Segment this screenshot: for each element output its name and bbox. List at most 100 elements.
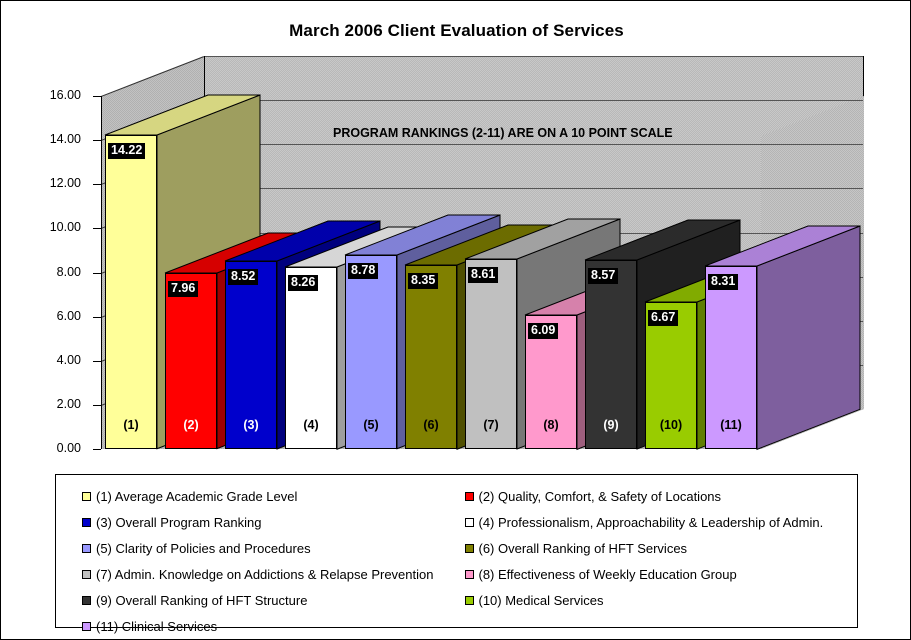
y-axis-label: 2.00 xyxy=(56,396,81,411)
y-axis-label: 12.00 xyxy=(49,176,81,191)
bar-column[interactable]: 7.96 (2) xyxy=(164,232,321,450)
y-axis-label: 14.00 xyxy=(49,132,81,147)
legend-color-swatch xyxy=(464,517,474,527)
bar-category-label: (8) xyxy=(543,417,559,432)
legend-label: (2) Quality, Comfort, & Safety of Locati… xyxy=(478,488,722,504)
y-axis-tick xyxy=(93,316,101,318)
bar-column[interactable]: 8.57 (9) xyxy=(584,219,741,450)
legend-item[interactable]: (11) Clinical Services xyxy=(56,613,457,639)
legend-label: (8) Effectiveness of Weekly Education Gr… xyxy=(478,566,737,582)
legend-color-swatch xyxy=(82,621,91,631)
y-axis-tick xyxy=(93,140,101,142)
bar-column[interactable]: 8.61 (7) xyxy=(464,218,621,450)
legend-grid: (1) Average Academic Grade Level (2) Qual… xyxy=(56,475,858,634)
bar-front-face xyxy=(465,259,517,449)
bar-category-label: (10) xyxy=(659,417,683,432)
legend-label: (11) Clinical Services xyxy=(96,618,218,634)
bar-front-face xyxy=(165,273,217,449)
y-axis-label: 0.00 xyxy=(56,441,81,455)
bar-top-face xyxy=(104,94,261,136)
legend-item[interactable]: (6) Overall Ranking of HFT Services xyxy=(457,535,858,561)
chart-legend: (1) Average Academic Grade Level (2) Qual… xyxy=(55,474,858,634)
legend-label: (1) Average Academic Grade Level xyxy=(96,488,298,504)
bar-value-label: 8.52 xyxy=(228,269,259,286)
bar-column[interactable]: 14.22 (1) xyxy=(104,94,261,450)
gridline xyxy=(205,144,863,146)
legend-color-swatch xyxy=(82,569,91,579)
bar-front-face xyxy=(405,264,457,449)
bar-value-label: 6.67 xyxy=(648,309,679,326)
y-axis-tick xyxy=(93,272,101,274)
y-axis-tick xyxy=(93,184,101,186)
bar-column[interactable]: 8.78 (5) xyxy=(344,214,501,450)
y-axis-label: 6.00 xyxy=(56,308,81,323)
bar-front-face xyxy=(585,259,637,449)
legend-label: (9) Overall Ranking of HFT Structure xyxy=(96,592,308,608)
plot-area: 16.00 14.00 12.00 10.00 8.00 6.00 4.00 2.00 0.00… xyxy=(1,1,910,471)
legend-item[interactable]: (3) Overall Program Ranking xyxy=(56,509,457,535)
bar-value-label: 8.57 xyxy=(588,267,619,284)
bar-value-label: 8.26 xyxy=(288,274,319,291)
legend-color-swatch xyxy=(464,569,474,579)
legend-label: (3) Overall Program Ranking xyxy=(96,514,262,530)
legend-label: (7) Admin. Knowledge on Addictions & Rel… xyxy=(96,566,434,582)
legend-item[interactable]: (4) Professionalism, Approachability & L… xyxy=(457,509,858,535)
legend-label: (5) Clarity of Policies and Procedures xyxy=(96,540,311,556)
bar-value-label: 7.96 xyxy=(168,281,199,298)
y-axis-tick xyxy=(93,360,101,362)
bar-category-label: (3) xyxy=(243,417,259,432)
bar-category-label: (2) xyxy=(183,417,199,432)
legend-label: (4) Professionalism, Approachability & L… xyxy=(478,514,824,530)
y-axis-tick xyxy=(93,228,101,230)
legend-item[interactable]: (1) Average Academic Grade Level xyxy=(56,483,457,509)
bar-value-label: 8.31 xyxy=(708,273,739,290)
gridline xyxy=(205,100,863,102)
legend-color-swatch xyxy=(464,491,474,501)
bar-category-label: (11) xyxy=(720,417,742,432)
y-axis-label: 10.00 xyxy=(49,220,81,235)
bar-side-face xyxy=(757,225,860,449)
bar-front-face xyxy=(105,135,157,449)
legend-item xyxy=(457,613,858,639)
bar-front-face xyxy=(285,266,337,449)
legend-color-swatch xyxy=(82,595,91,605)
y-axis-tick xyxy=(93,449,101,450)
gridline xyxy=(205,56,863,57)
bar-column[interactable]: 8.52 (3) xyxy=(224,220,381,450)
legend-item[interactable]: (8) Effectiveness of Weekly Education Gr… xyxy=(457,561,858,587)
bar-front-face xyxy=(645,301,697,449)
bar-category-label: (4) xyxy=(303,417,319,432)
y-axis-label: 8.00 xyxy=(56,264,81,279)
bar-value-label: 14.22 xyxy=(108,143,146,160)
bar-column[interactable]: 6.09 (8) xyxy=(524,273,681,450)
legend-color-swatch xyxy=(82,543,91,553)
page-title: March 2006 Client Evaluation of Services xyxy=(289,21,624,40)
bar-column[interactable]: 8.31 (11) xyxy=(704,224,861,450)
bar-front-face xyxy=(225,261,277,449)
legend-item[interactable]: (9) Overall Ranking of HFT Structure xyxy=(56,587,457,613)
bar-category-label: (6) xyxy=(423,417,439,432)
y-axis-label: 4.00 xyxy=(56,352,81,367)
y-axis-label: 16.00 xyxy=(49,88,81,102)
legend-color-swatch xyxy=(464,543,474,553)
bar-category-label: (9) xyxy=(603,417,619,432)
bar-top-face xyxy=(704,225,861,267)
y-axis-tick xyxy=(93,96,101,97)
legend-item[interactable]: (2) Quality, Comfort, & Safety of Locati… xyxy=(457,483,858,509)
gridline xyxy=(205,188,863,190)
bar-column[interactable]: 8.26 (4) xyxy=(284,226,441,450)
legend-label: (6) Overall Ranking of HFT Services xyxy=(478,540,688,556)
bar-category-label: (5) xyxy=(363,417,379,432)
bar-column[interactable]: 6.67 (10) xyxy=(644,261,801,450)
bar-column[interactable]: 8.35 (6) xyxy=(404,224,561,450)
legend-color-swatch xyxy=(82,491,91,501)
legend-color-swatch xyxy=(82,517,91,527)
chart-annotation: PROGRAM RANKINGS (2-11) ARE ON A 10 POIN… xyxy=(333,126,673,140)
legend-item[interactable]: (10) Medical Services xyxy=(457,587,858,613)
legend-item[interactable]: (7) Admin. Knowledge on Addictions & Rel… xyxy=(56,561,457,587)
bar-front-face xyxy=(345,255,397,449)
bar-value-label: 8.78 xyxy=(348,263,379,280)
bar-front-face xyxy=(705,265,757,449)
legend-item[interactable]: (5) Clarity of Policies and Procedures xyxy=(56,535,457,561)
